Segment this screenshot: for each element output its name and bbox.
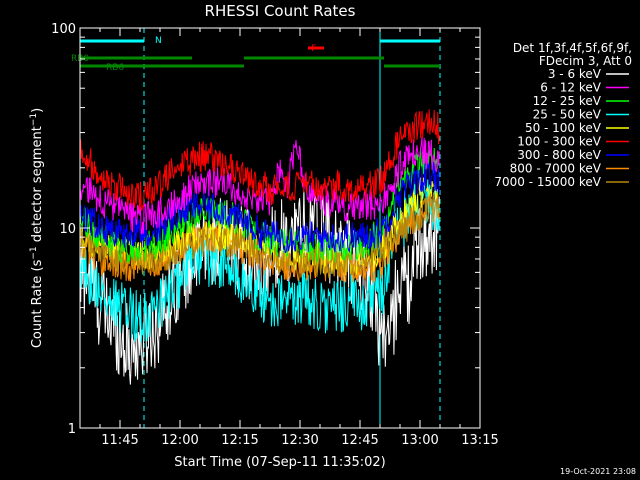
y-axis-label-sup1: −1 bbox=[29, 246, 39, 259]
y-axis-label-main: Count Rate (s bbox=[30, 259, 45, 348]
legend-label-2: 12 - 25 keV bbox=[533, 94, 602, 108]
footer-timestamp: 19-Oct-2021 23:08 bbox=[560, 467, 636, 476]
x-tick-label-5: 13:00 bbox=[401, 433, 438, 448]
legend-header-line-2: FDecim 3, Att 0 bbox=[539, 54, 632, 68]
y-tick-label-2: 100 bbox=[51, 22, 76, 37]
y-axis-label: Count Rate (s−1 detector segment−1) bbox=[29, 108, 45, 348]
y-axis-label-sup2: −1 bbox=[29, 113, 39, 126]
x-tick-label-1: 12:00 bbox=[161, 433, 198, 448]
x-axis-label: Start Time (07-Sep-11 11:35:02) bbox=[174, 455, 385, 470]
x-tick-label-0: 11:45 bbox=[101, 433, 138, 448]
annotation-label-rb6: RB6 bbox=[106, 63, 124, 73]
legend-label-1: 6 - 12 keV bbox=[540, 81, 602, 95]
legend-label-0: 3 - 6 keV bbox=[548, 67, 602, 81]
y-tick-label-0: 1 bbox=[68, 422, 76, 437]
y-axis-label-end: ) bbox=[30, 108, 45, 113]
annotation-label-f: F bbox=[311, 44, 316, 54]
legend-header-line-1: Det 1f,3f,4f,5f,6f,9f, bbox=[513, 41, 632, 55]
legend-label-3: 25 - 50 keV bbox=[533, 108, 602, 122]
legend-label-6: 300 - 800 keV bbox=[517, 148, 601, 162]
x-tick-label-3: 12:30 bbox=[281, 433, 318, 448]
x-tick-label-2: 12:15 bbox=[221, 433, 258, 448]
legend-label-7: 800 - 7000 keV bbox=[510, 162, 602, 176]
axes: 1 10 100 11:45 12:00 12:15 12:30 12:45 13:00 13:1… bbox=[51, 22, 499, 448]
chart-title: RHESSI Count Rates bbox=[205, 2, 356, 20]
series-line-6 bbox=[79, 161, 440, 254]
legend-label-8: 7000 - 15000 keV bbox=[494, 175, 601, 189]
series-line-5 bbox=[79, 109, 440, 211]
x-tick-label-4: 12:45 bbox=[341, 433, 378, 448]
legend: Det 1f,3f,4f,5f,6f,9f, FDecim 3, Att 0 3… bbox=[494, 41, 632, 189]
legend-label-4: 50 - 100 keV bbox=[525, 121, 602, 135]
y-tick-label-1: 10 bbox=[59, 222, 76, 237]
annotation-label-n: N bbox=[155, 36, 162, 46]
series-line-3 bbox=[79, 177, 440, 343]
series-line-1 bbox=[79, 136, 440, 235]
x-tick-label-6: 13:15 bbox=[461, 433, 498, 448]
y-axis-label-mid: detector segment bbox=[30, 126, 45, 246]
legend-label-5: 100 - 300 keV bbox=[517, 135, 601, 149]
